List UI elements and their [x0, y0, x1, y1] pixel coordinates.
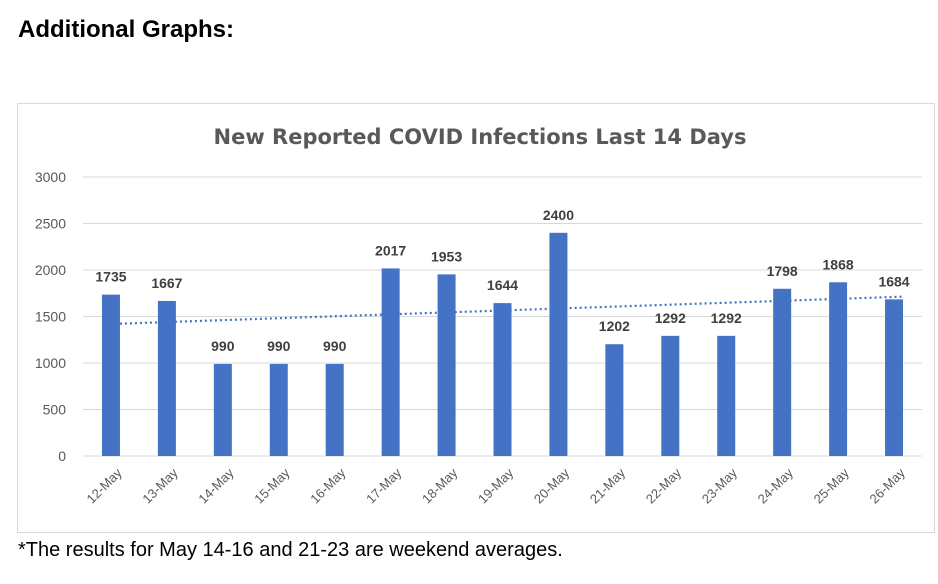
data-label: 1735	[95, 269, 126, 285]
x-tick-label: 14-May	[195, 465, 237, 507]
x-tick-label: 18-May	[419, 465, 461, 507]
data-label: 1202	[599, 318, 630, 334]
x-tick-label: 20-May	[531, 465, 573, 507]
footnote: *The results for May 14-16 and 21-23 are…	[18, 539, 563, 561]
data-label: 1953	[431, 248, 462, 264]
x-tick-label: 26-May	[867, 465, 909, 507]
data-label: 1684	[878, 273, 909, 289]
x-tick-label: 22-May	[643, 465, 685, 507]
bar	[157, 300, 176, 456]
bar	[437, 274, 456, 456]
x-tick-label: 13-May	[139, 465, 181, 507]
chart-title: New Reported COVID Infections Last 14 Da…	[214, 125, 747, 149]
x-tick-label: 17-May	[363, 465, 405, 507]
data-label: 1292	[711, 310, 742, 326]
y-tick-label: 0	[58, 448, 66, 464]
data-label: 990	[267, 338, 291, 354]
bar	[549, 232, 568, 456]
y-tick-label: 1500	[35, 309, 66, 325]
bar	[381, 268, 400, 456]
y-tick-label: 500	[43, 402, 67, 418]
bar	[605, 344, 624, 456]
bar	[269, 363, 288, 456]
bar	[493, 303, 512, 456]
bar	[829, 282, 848, 456]
y-tick-label: 2000	[35, 262, 66, 278]
data-label: 1292	[655, 310, 686, 326]
chart-container	[17, 103, 935, 533]
y-tick-label: 1000	[35, 355, 66, 371]
data-label: 1868	[823, 256, 854, 272]
data-label: 2400	[543, 207, 574, 223]
data-label: 2017	[375, 242, 406, 258]
bar	[101, 294, 120, 456]
bar	[885, 299, 904, 456]
x-tick-label: 25-May	[811, 465, 853, 507]
data-label: 990	[323, 338, 347, 354]
bar	[213, 363, 232, 456]
trendline	[119, 295, 904, 325]
data-label: 990	[211, 338, 235, 354]
bar	[773, 288, 792, 456]
y-tick-label: 3000	[35, 169, 66, 185]
x-tick-label: 16-May	[307, 465, 349, 507]
page-heading: Additional Graphs:	[18, 16, 234, 43]
x-tick-label: 21-May	[587, 465, 629, 507]
data-label: 1798	[767, 263, 798, 279]
x-tick-label: 24-May	[755, 465, 797, 507]
y-tick-label: 2500	[35, 216, 66, 232]
x-tick-label: 23-May	[699, 465, 741, 507]
bar	[325, 363, 344, 456]
bar	[717, 335, 736, 456]
bar	[661, 335, 680, 456]
x-tick-label: 19-May	[475, 465, 517, 507]
x-tick-label: 15-May	[251, 465, 293, 507]
x-tick-label: 12-May	[83, 465, 125, 507]
data-label: 1667	[151, 275, 182, 291]
data-label: 1644	[487, 277, 518, 293]
